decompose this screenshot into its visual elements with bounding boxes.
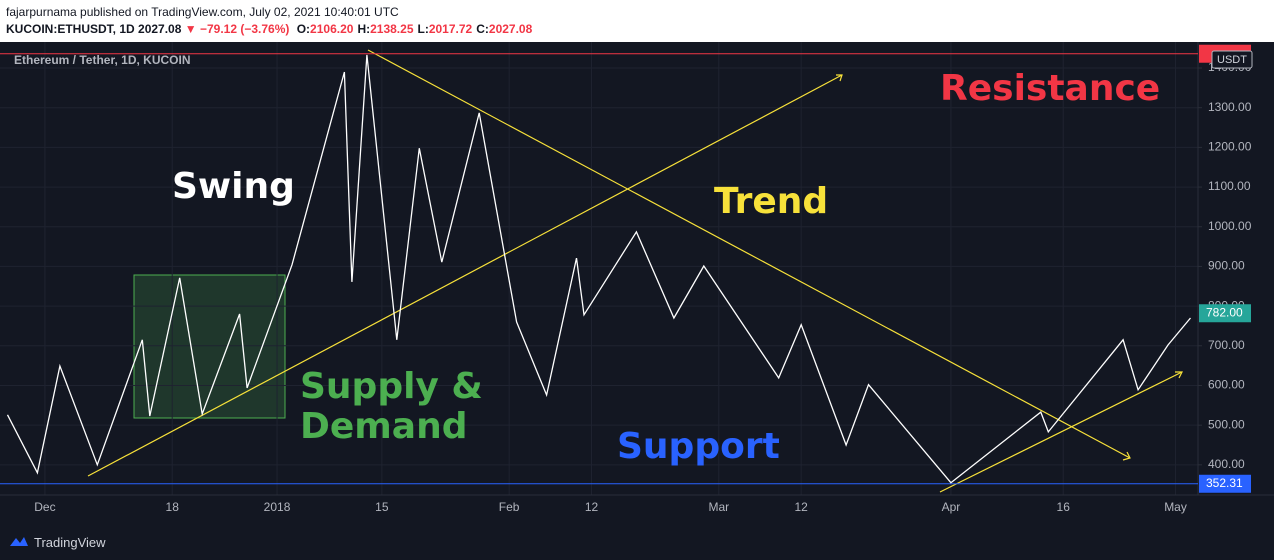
- y-tick-label: 1300.00: [1208, 100, 1252, 114]
- support-label: 352.31: [1206, 476, 1243, 490]
- x-tick-label: 2018: [264, 500, 291, 514]
- ohlc-key: L:: [417, 22, 429, 36]
- x-tick-label: 16: [1057, 500, 1071, 514]
- y-tick-label: 500.00: [1208, 417, 1245, 431]
- y-tick-label: 1100.00: [1208, 179, 1251, 193]
- y-tick-label: 600.00: [1208, 378, 1245, 392]
- ohlc-key: O:: [296, 22, 311, 36]
- symbol-line: KUCOIN:ETHUSDT, 1D 2027.08 ▼ −79.12 (−3.…: [6, 22, 532, 36]
- currency-box: [1211, 50, 1253, 69]
- ohlc-key: C:: [476, 22, 489, 36]
- ohlc-value: 2017.72: [428, 22, 473, 36]
- ohlc-value: 2106.20: [310, 22, 354, 36]
- x-tick-label: 12: [794, 500, 808, 514]
- x-tick-label: Dec: [34, 500, 55, 514]
- trend-line: [367, 49, 1131, 459]
- x-tick-label: 18: [166, 500, 180, 514]
- y-tick-label: 900.00: [1208, 259, 1245, 273]
- annotation: Trend: [714, 181, 828, 222]
- annotation: Resistance: [940, 68, 1160, 109]
- x-tick-label: 12: [585, 500, 599, 514]
- x-tick-label: Feb: [499, 500, 520, 514]
- y-tick-label: 1000.00: [1208, 219, 1252, 233]
- header: fajarpurnama published on TradingView.co…: [0, 0, 1274, 42]
- chart-title: Ethereum / Tether, 1D, KUCOIN: [14, 53, 190, 67]
- ohlc-value: 2027.08: [488, 22, 533, 36]
- footer: TradingView: [0, 524, 1274, 560]
- currency: USDT: [1217, 54, 1247, 66]
- ohlc-value: 2138.25: [370, 22, 414, 36]
- arrow-head: [1122, 451, 1131, 461]
- price: 2027.08: [138, 22, 182, 36]
- arrow-head: [836, 74, 843, 82]
- last-price-tag: [1199, 304, 1251, 323]
- x-tick-label: May: [1164, 500, 1187, 514]
- chart: Ethereum / Tether, 1D, KUCOIN 400.00 500.…: [0, 42, 1274, 524]
- trend-line: [939, 371, 1183, 493]
- x-tick-label: Apr: [942, 500, 961, 514]
- trend-line: [87, 74, 843, 477]
- arrow-head: [1175, 371, 1183, 379]
- annotation: Support: [617, 426, 780, 467]
- y-tick-label: 1200.00: [1208, 140, 1252, 154]
- chart-background: [0, 42, 1274, 524]
- x-tick-label: 15: [375, 500, 389, 514]
- last-price-label: 782.00: [1206, 305, 1243, 319]
- swing-line: [6, 54, 1191, 484]
- x-tick-label: Mar: [708, 500, 729, 514]
- ohlc: O:2106.20 H:2138.25 L:2017.72 C:2027.08: [293, 22, 533, 36]
- ohlc-key: H:: [357, 22, 371, 36]
- annotation: Swing: [172, 166, 295, 207]
- annotation: Demand: [300, 406, 468, 447]
- y-tick-label: 700.00: [1208, 338, 1245, 352]
- symbol: KUCOIN:ETHUSDT, 1D: [6, 22, 135, 36]
- logo: [10, 537, 28, 546]
- grid: [0, 42, 1198, 495]
- change: ▼ −79.12 (−3.76%): [184, 22, 290, 36]
- brand: TradingView: [34, 535, 106, 550]
- support-tag: [1199, 474, 1251, 493]
- y-tick-label: 400.00: [1208, 457, 1245, 471]
- publisher: fajarpurnama published on TradingView.co…: [6, 5, 399, 19]
- annotation: Supply &: [300, 366, 483, 407]
